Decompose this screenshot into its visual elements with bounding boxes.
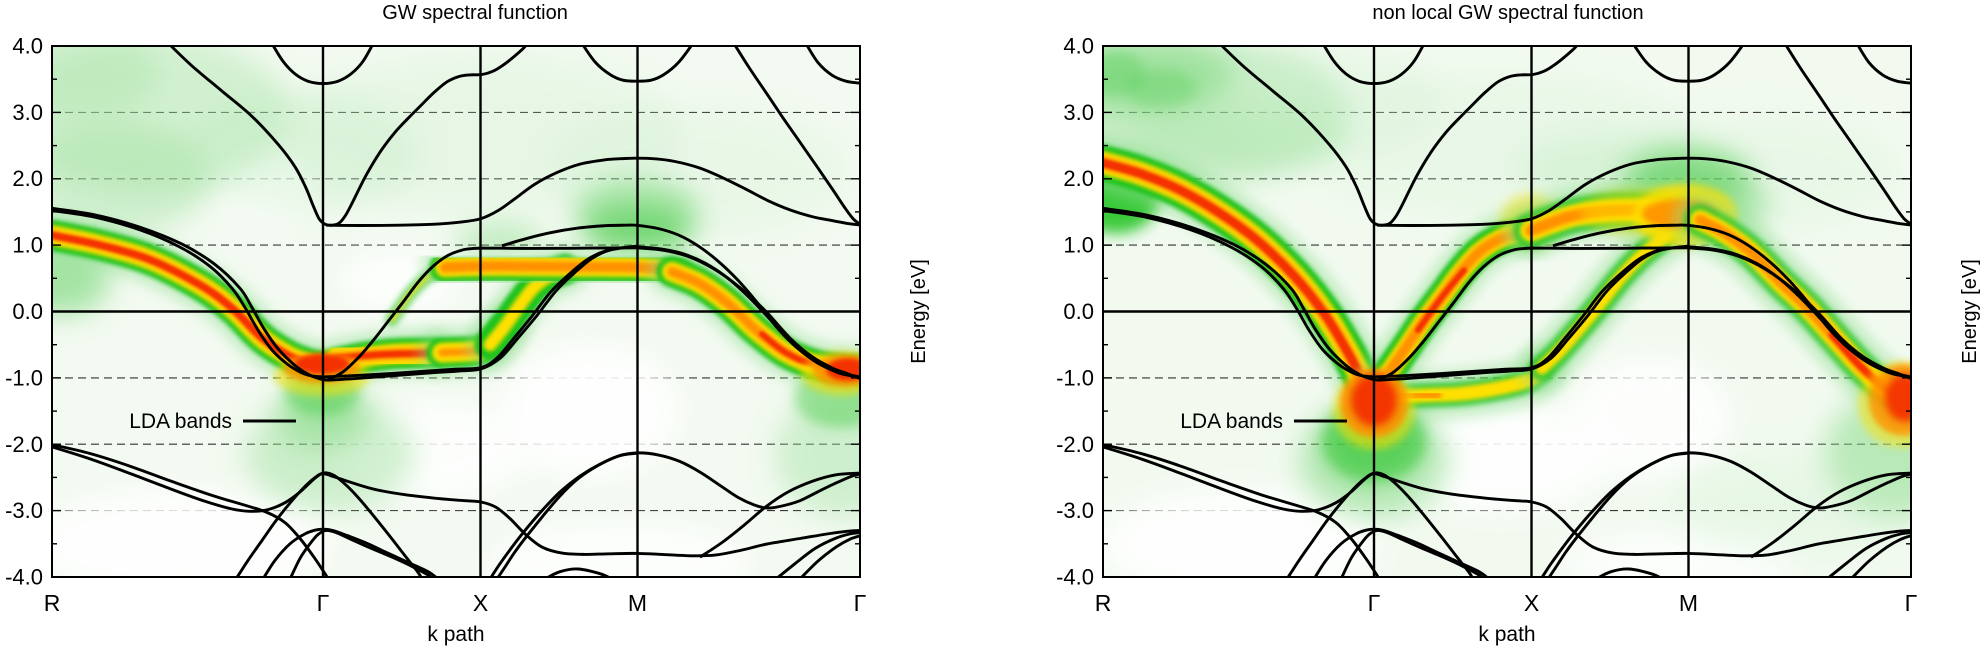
svg-text:M: M	[628, 590, 647, 616]
svg-text:Γ: Γ	[1368, 590, 1381, 616]
svg-text:0.0: 0.0	[12, 299, 43, 324]
svg-text:-2.0: -2.0	[5, 432, 43, 457]
svg-text:-4.0: -4.0	[5, 565, 43, 590]
svg-text:0.0: 0.0	[1063, 299, 1094, 324]
svg-text:Γ: Γ	[317, 590, 330, 616]
svg-text:-3.0: -3.0	[5, 498, 43, 523]
svg-text:-1.0: -1.0	[1056, 365, 1094, 390]
svg-text:4.0: 4.0	[1063, 34, 1094, 59]
svg-text:Energy [eV]: Energy [eV]	[1959, 259, 1981, 364]
svg-text:-2.0: -2.0	[1056, 432, 1094, 457]
svg-text:2.0: 2.0	[12, 166, 43, 191]
svg-text:non local GW spectral function: non local GW spectral function	[1372, 2, 1643, 24]
svg-text:X: X	[473, 590, 488, 616]
svg-text:2.0: 2.0	[1063, 166, 1094, 191]
svg-text:GW spectral function: GW spectral function	[382, 2, 568, 24]
svg-text:k path: k path	[1478, 623, 1535, 646]
svg-text:LDA bands: LDA bands	[1180, 410, 1283, 433]
svg-text:4.0: 4.0	[12, 34, 43, 59]
svg-text:-3.0: -3.0	[1056, 498, 1094, 523]
svg-text:1.0: 1.0	[1063, 233, 1094, 258]
svg-text:-4.0: -4.0	[1056, 565, 1094, 590]
svg-text:R: R	[1095, 590, 1112, 616]
svg-text:R: R	[44, 590, 61, 616]
svg-text:3.0: 3.0	[1063, 100, 1094, 125]
svg-text:M: M	[1679, 590, 1698, 616]
svg-text:Energy [eV]: Energy [eV]	[908, 259, 930, 364]
svg-text:3.0: 3.0	[12, 100, 43, 125]
svg-text:X: X	[1524, 590, 1539, 616]
svg-text:-1.0: -1.0	[5, 365, 43, 390]
svg-text:Γ: Γ	[1905, 590, 1918, 616]
svg-text:Γ: Γ	[854, 590, 867, 616]
svg-text:1.0: 1.0	[12, 233, 43, 258]
svg-text:LDA bands: LDA bands	[129, 410, 232, 433]
svg-text:k path: k path	[427, 623, 484, 646]
